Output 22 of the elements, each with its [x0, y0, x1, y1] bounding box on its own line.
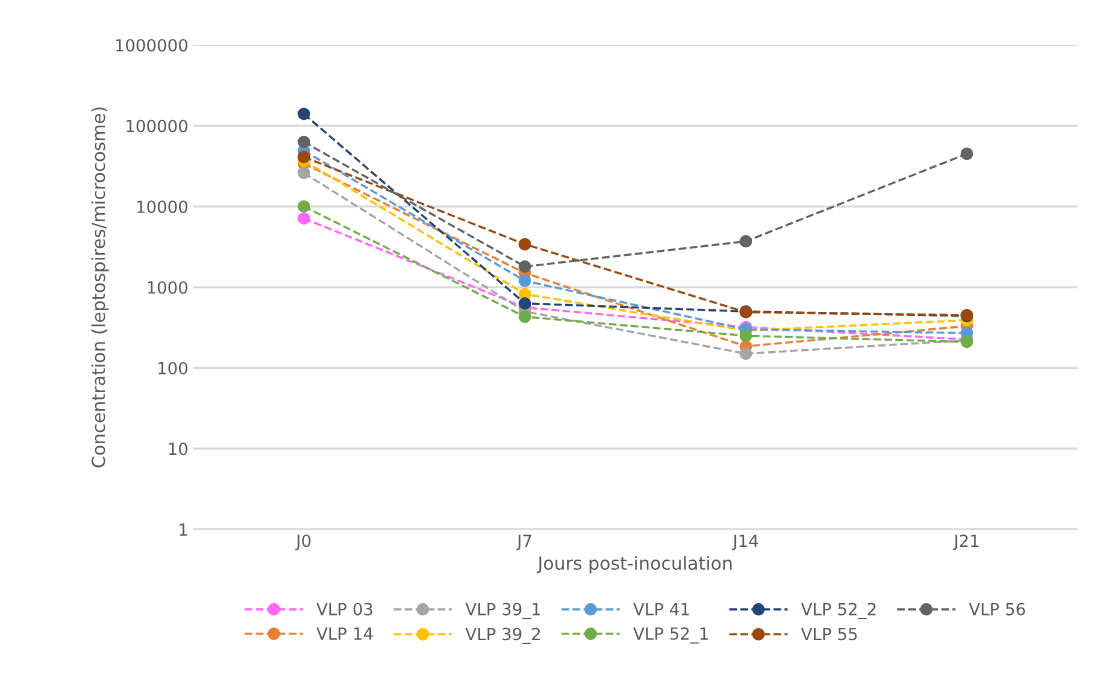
y-tick-label: 10 [169, 442, 188, 456]
legend-label: VLP 55 [801, 627, 857, 641]
y-tick-label: 100 [158, 361, 188, 375]
legend-label: VLP 52_1 [633, 627, 708, 644]
legend-label: VLP 03 [316, 602, 373, 616]
y-tick-label: 10000 [137, 200, 188, 214]
y-axis-title: Concentration (leptospires/microcosme) [91, 107, 109, 468]
legend-label: VLP 56 [968, 602, 1025, 616]
x-tick-label: J7 [516, 534, 532, 551]
y-tick-label: 1 [179, 523, 187, 536]
legend-label: VLP 52_2 [801, 602, 876, 620]
y-tick-label: 100000 [126, 119, 188, 133]
legend-label: VLP 39_1 [465, 602, 540, 620]
legend-label: VLP 41 [633, 603, 689, 616]
x-tick-label: J21 [952, 534, 979, 551]
y-tick-label: 1000000 [116, 38, 188, 52]
x-tick-label: J14 [731, 534, 758, 551]
x-axis-title: Jours post-inoculation [536, 555, 732, 574]
x-tick-label: J0 [295, 534, 311, 551]
y-tick-label: 1000 [147, 281, 188, 294]
legend-label: VLP 14 [316, 627, 373, 640]
legend-label: VLP 39_2 [465, 627, 540, 645]
